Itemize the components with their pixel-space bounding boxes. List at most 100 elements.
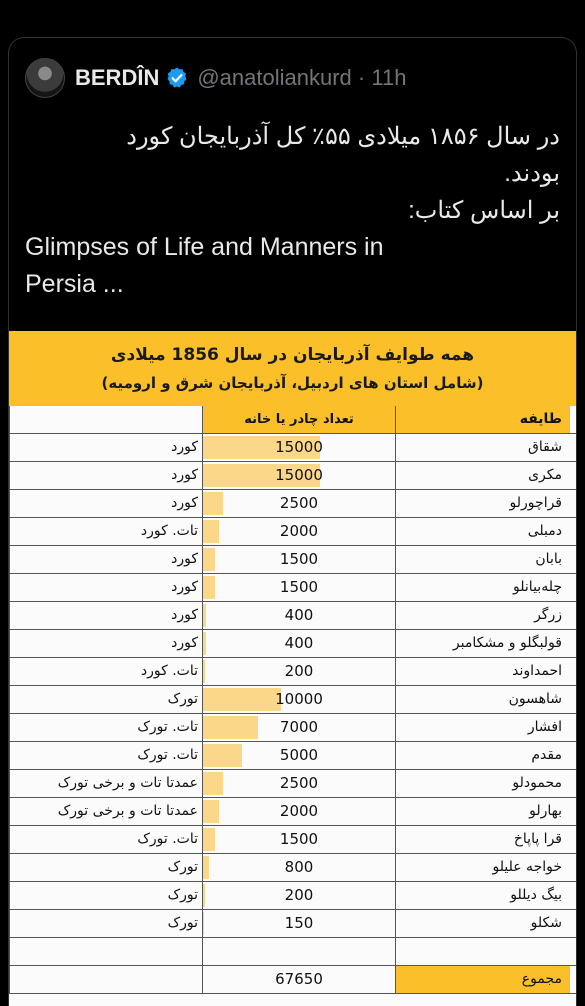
tweet-line: بر اساس کتاب: — [408, 197, 560, 224]
ethnicity-cell: تات. کورد — [9, 658, 202, 685]
count-data-bar — [203, 884, 205, 907]
table-row: کورد 15000 شقاق — [9, 434, 576, 462]
dot-separator: · — [357, 65, 366, 90]
tribe-cell: شقاق — [395, 434, 570, 461]
table-row: عمدتا تات و برخی تورک 2000 بهارلو — [9, 798, 576, 826]
tribes-table: تعداد چادر یا خانه طایفه کورد 15000 شقاق کو… — [9, 406, 576, 994]
ethnicity-cell: کورد — [9, 490, 202, 517]
table-title-line: همه طوایف آذربایجان در سال 1856 میلادی — [110, 344, 475, 365]
count-cell: 150 — [202, 910, 395, 937]
tribe-cell: چله‌بیانلو — [395, 574, 570, 601]
ethnicity-cell: تات. تورک — [9, 714, 202, 741]
tribe-cell: مکری — [395, 462, 570, 489]
count-value: 150 — [284, 914, 314, 932]
count-value: 7000 — [279, 718, 319, 736]
tribe-cell: افشار — [395, 714, 570, 741]
ethnicity-cell: کورد — [9, 434, 202, 461]
header-ethnicity — [9, 406, 202, 433]
author-name[interactable]: BERDÎN — [75, 65, 160, 90]
count-cell: 15000 — [202, 462, 395, 489]
ethnicity-cell: تات. تورک — [9, 826, 202, 853]
count-cell: 1500 — [202, 826, 395, 853]
count-cell: 1500 — [202, 546, 395, 573]
count-data-bar — [203, 464, 321, 487]
table-header-row: تعداد چادر یا خانه طایفه — [9, 406, 576, 434]
count-value: 10000 — [275, 690, 323, 708]
count-cell: 2500 — [202, 770, 395, 797]
avatar[interactable] — [25, 58, 65, 98]
count-cell: 800 — [202, 854, 395, 881]
timestamp[interactable]: 11h — [371, 65, 407, 90]
table-row: کورد 400 قولبگلو و مشکامبر — [9, 630, 576, 658]
tribe-cell: دمبلی — [395, 518, 570, 545]
ethnicity-cell: کورد — [9, 602, 202, 629]
count-data-bar — [203, 660, 205, 683]
header-count: تعداد چادر یا خانه — [202, 406, 395, 433]
ethnicity-cell: کورد — [9, 574, 202, 601]
tribe-cell: شکلو — [395, 910, 570, 937]
tribe-cell: زرگر — [395, 602, 570, 629]
table-row: تات. تورک 1500 قرا پاپاخ — [9, 826, 576, 854]
handle-text[interactable]: @anatoliankurd — [197, 65, 352, 90]
count-value: 400 — [284, 634, 314, 652]
table-row: تورک 150 شکلو — [9, 910, 576, 938]
attached-table-image[interactable]: همه طوایف آذربایجان در سال 1856 میلادی (… — [9, 331, 576, 1006]
count-data-bar — [203, 576, 215, 599]
ethnicity-cell: تورک — [9, 854, 202, 881]
tribe-cell: بابان — [395, 546, 570, 573]
count-cell — [202, 938, 395, 965]
table-row: تات. تورک 5000 مقدم — [9, 742, 576, 770]
table-row: تورک 200 بیگ دیللو — [9, 882, 576, 910]
count-cell: 15000 — [202, 434, 395, 461]
count-data-bar — [203, 492, 223, 515]
table-row: تورک 800 خواجه علیلو — [9, 854, 576, 882]
table-row — [9, 938, 576, 966]
tribe-cell — [395, 938, 570, 965]
table-body: کورد 15000 شقاق کورد 15000 مکری کورد 2500 قراچور… — [9, 434, 576, 966]
count-data-bar — [203, 548, 215, 571]
table-row: تات. کورد 200 احمداوند — [9, 658, 576, 686]
table-row: کورد 1500 بابان — [9, 546, 576, 574]
count-data-bar — [203, 520, 219, 543]
tribe-cell: بیگ دیللو — [395, 882, 570, 909]
count-cell: 2000 — [202, 798, 395, 825]
count-data-bar — [203, 716, 258, 739]
tribe-cell: احمداوند — [395, 658, 570, 685]
author-handle[interactable]: @anatoliankurd · 11h — [197, 65, 406, 91]
count-value: 5000 — [279, 746, 319, 764]
count-cell: 2000 — [202, 518, 395, 545]
count-value: 800 — [284, 858, 314, 876]
tweet-card[interactable]: BERDÎN @anatoliankurd · 11h در سال ۱۸۵۶ … — [8, 37, 577, 1006]
count-cell: 200 — [202, 658, 395, 685]
count-cell: 10000 — [202, 686, 395, 713]
count-value: 2500 — [279, 494, 319, 512]
tribe-cell: محمودلو — [395, 770, 570, 797]
table-row: کورد 1500 چله‌بیانلو — [9, 574, 576, 602]
total-ethnicity — [9, 966, 202, 993]
count-value: 15000 — [275, 438, 323, 456]
tribe-cell: قرا پاپاخ — [395, 826, 570, 853]
count-cell: 7000 — [202, 714, 395, 741]
count-cell: 400 — [202, 602, 395, 629]
ethnicity-cell: تورک — [9, 882, 202, 909]
count-value: 2000 — [279, 802, 319, 820]
count-value: 200 — [284, 886, 314, 904]
ethnicity-cell: کورد — [9, 546, 202, 573]
table-subtitle-line: (شامل استان های اردبیل، آذربایجان شرق و … — [101, 373, 484, 392]
count-value: 1500 — [279, 578, 319, 596]
count-value: 200 — [284, 662, 314, 680]
table-row: کورد 15000 مکری — [9, 462, 576, 490]
count-data-bar — [203, 912, 205, 935]
tweet-header: BERDÎN @anatoliankurd · 11h — [25, 56, 406, 100]
table-row: تات. تورک 7000 افشار — [9, 714, 576, 742]
tribe-cell: قولبگلو و مشکامبر — [395, 630, 570, 657]
ethnicity-cell: تورک — [9, 686, 202, 713]
count-value: 2500 — [279, 774, 319, 792]
tribe-cell: شاهسون — [395, 686, 570, 713]
ethnicity-cell: تورک — [9, 910, 202, 937]
header-tribe: طایفه — [395, 406, 570, 433]
count-data-bar — [203, 436, 321, 459]
table-row: عمدتا تات و برخی تورک 2500 محمودلو — [9, 770, 576, 798]
count-value: 1500 — [279, 550, 319, 568]
table-title: همه طوایف آذربایجان در سال 1856 میلادی (… — [9, 331, 576, 406]
